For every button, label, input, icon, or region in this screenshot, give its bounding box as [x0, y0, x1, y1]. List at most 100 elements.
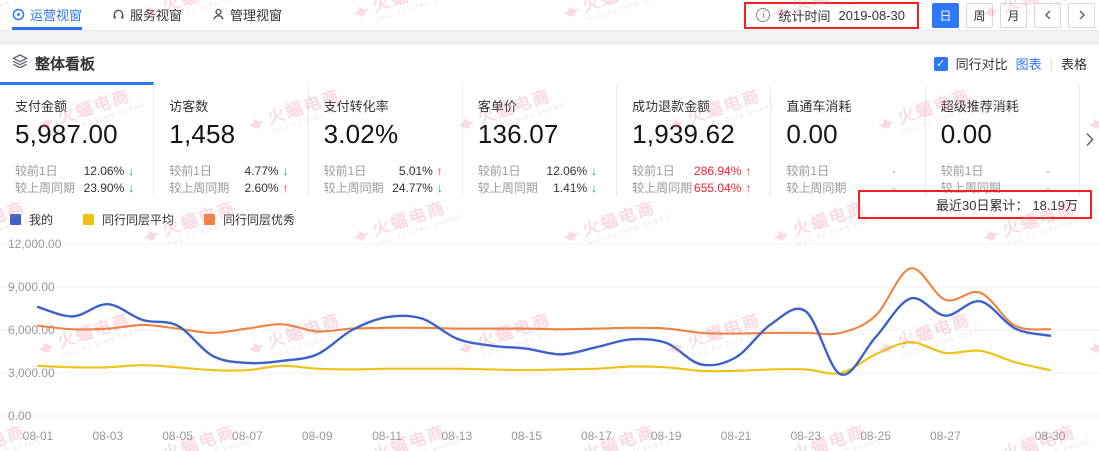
compare-value: - — [891, 180, 896, 195]
tab-operation-view[interactable]: 运营视窗 — [12, 0, 83, 30]
metric-card-payment-amount[interactable]: 支付金额 5,987.00 较前1日 12.06% ↓ 较上周同期 23.90% ↓ — [0, 82, 155, 197]
period-month-button[interactable]: 月 — [1000, 2, 1027, 28]
metric-label: 访客数 — [169, 99, 209, 114]
svg-text:08-11: 08-11 — [372, 429, 402, 443]
divider: | — [1049, 56, 1053, 71]
metric-label: 支付金额 — [15, 99, 68, 114]
svg-text:08-21: 08-21 — [721, 429, 752, 443]
metric-card-super-recommend-spend[interactable]: 超级推荐消耗 0.00 较前1日 - 较上周同期 - — [925, 82, 1080, 197]
legend-label: 同行同层优秀 — [223, 212, 296, 227]
compare-label: 较上周同期 — [323, 181, 384, 195]
svg-text:08-13: 08-13 — [441, 429, 472, 443]
line-chart: 12,000.00 9,000.00 6,000.00 3,000.00 0.00 08-… — [0, 237, 1099, 443]
metric-card-paid-search-spend[interactable]: 直通车消耗 0.00 较前1日 - 较上周同期 - — [771, 82, 926, 197]
metric-card-avg-order-value[interactable]: 客单价 136.07 较前1日 12.06% ↓ 较上周同期 1.41% ↓ — [462, 82, 618, 197]
legend-item-mine[interactable]: 我的 — [10, 211, 53, 227]
compare-value: 24.77% — [392, 180, 433, 195]
trend-arrow: ↑ — [745, 163, 752, 178]
compare-value: - — [1045, 180, 1050, 195]
trend-arrow: ↓ — [591, 180, 598, 195]
svg-text:08-15: 08-15 — [511, 429, 542, 443]
person-icon — [212, 8, 225, 21]
compare-value: 12.06% — [83, 163, 125, 178]
next-date-button[interactable] — [1068, 2, 1095, 28]
metric-card-refund-amount[interactable]: 成功退款金额 1,939.62 较前1日 286.94% ↑ 较上周同期 655.04… — [617, 82, 772, 197]
metric-cards: 支付金额 5,987.00 较前1日 12.06% ↓ 较上周同期 23.90% ↓ 访… — [0, 82, 1099, 197]
svg-text:08-27: 08-27 — [930, 429, 961, 443]
trend-arrow: ↑ — [282, 180, 289, 195]
compare-label: 较前1日 — [169, 164, 212, 178]
compare-value: 5.01% — [398, 163, 433, 178]
svg-text:08-03: 08-03 — [92, 429, 123, 443]
gauge-icon — [12, 8, 25, 21]
metric-value: 1,939.62 — [632, 119, 735, 149]
tab-management-view[interactable]: 管理视窗 — [212, 0, 282, 30]
period-day-button[interactable]: 日 — [932, 2, 959, 28]
period-week-button[interactable]: 周 — [966, 2, 993, 28]
legend-item-peer-average[interactable]: 同行同层平均 — [83, 211, 174, 227]
topbar-controls: i 统计时间 2019-08-30 日 周 月 — [744, 0, 1095, 30]
tab-label: 服务视窗 — [130, 8, 183, 23]
compare-value: 286.94% — [694, 163, 742, 178]
tab-service-view[interactable]: 服务视窗 — [112, 0, 182, 30]
svg-text:08-05: 08-05 — [162, 429, 193, 443]
compare-label: 较上周同期 — [632, 181, 693, 195]
chevron-left-icon — [1044, 10, 1051, 20]
view-chart-toggle[interactable]: 图表 — [1015, 57, 1042, 72]
metric-card-conversion-rate[interactable]: 支付转化率 3.02% 较前1日 5.01% ↑ 较上周同期 24.77% ↓ — [308, 82, 463, 197]
svg-text:3,000.00: 3,000.00 — [8, 366, 55, 380]
info-icon[interactable]: i — [756, 8, 771, 22]
stat-time-label: 统计时间 — [778, 8, 831, 24]
svg-text:08-07: 08-07 — [232, 429, 263, 443]
chart-legend: 我的 同行同层平均 同行同层优秀 — [0, 197, 1099, 227]
peer-compare-checkbox[interactable]: ✓ — [933, 56, 948, 71]
trend-chart-section: 我的 同行同层平均 同行同层优秀 最近30日累计： 18.19万 12,000.… — [0, 190, 1099, 451]
stat-time-box: i 统计时间 2019-08-30 — [744, 1, 919, 29]
chevron-right-icon — [1078, 10, 1085, 20]
svg-text:0.00: 0.00 — [8, 409, 32, 423]
legend-swatch — [83, 213, 95, 225]
board-view-controls: ✓ 同行对比 图表 | 表格 — [933, 54, 1087, 73]
compare-value: 4.77% — [244, 163, 279, 178]
compare-label: 较上周同期 — [15, 181, 76, 195]
chevron-right-icon — [1086, 132, 1094, 147]
cards-next-button[interactable] — [1080, 82, 1099, 197]
legend-label: 我的 — [29, 212, 54, 227]
tab-label: 运营视窗 — [30, 8, 83, 23]
layers-icon — [11, 53, 29, 74]
last-30-days-total-box: 最近30日累计： 18.19万 — [858, 190, 1092, 219]
peer-compare-label: 同行对比 — [955, 57, 1008, 72]
view-table-toggle[interactable]: 表格 — [1060, 57, 1087, 72]
metric-value: 3.02% — [323, 119, 399, 149]
metric-value: 5,987.00 — [15, 119, 118, 149]
compare-value: 1.41% — [553, 180, 588, 195]
svg-text:08-19: 08-19 — [651, 429, 682, 443]
metric-value: 0.00 — [940, 119, 993, 149]
page-title: 整体看板 — [35, 56, 96, 73]
panel-header: 整体看板 ✓ 同行对比 图表 | 表格 — [0, 45, 1099, 82]
compare-value: 23.90% — [83, 180, 125, 195]
trend-arrow: ↓ — [282, 163, 289, 178]
metric-label: 支付转化率 — [323, 99, 389, 114]
metric-card-visitors[interactable]: 访客数 1,458 较前1日 4.77% ↓ 较上周同期 2.60% ↑ — [154, 82, 309, 197]
svg-text:08-30: 08-30 — [1035, 429, 1066, 443]
summary-label: 最近30日累计： — [935, 198, 1029, 213]
svg-text:6,000.00: 6,000.00 — [8, 323, 55, 337]
compare-value: 12.06% — [546, 163, 588, 178]
main-tabs: 运营视窗 服务视窗 管理视窗 — [12, 0, 282, 30]
compare-label: 较上周同期 — [477, 181, 538, 195]
trend-arrow: ↑ — [745, 180, 752, 195]
prev-date-button[interactable] — [1034, 2, 1061, 28]
metric-value: 0.00 — [786, 119, 838, 149]
trend-arrow: ↓ — [128, 180, 135, 195]
compare-label: 较上周同期 — [786, 181, 847, 195]
compare-value: - — [891, 163, 896, 178]
svg-text:08-17: 08-17 — [581, 429, 612, 443]
compare-label: 较上周同期 — [169, 181, 230, 195]
legend-item-peer-excellent[interactable]: 同行同层优秀 — [204, 211, 295, 227]
stat-time-value: 2019-08-30 — [838, 7, 906, 23]
trend-arrow: ↓ — [436, 180, 443, 195]
metric-value: 1,458 — [169, 119, 236, 149]
legend-swatch — [204, 213, 216, 225]
compare-label: 较前1日 — [786, 164, 830, 178]
